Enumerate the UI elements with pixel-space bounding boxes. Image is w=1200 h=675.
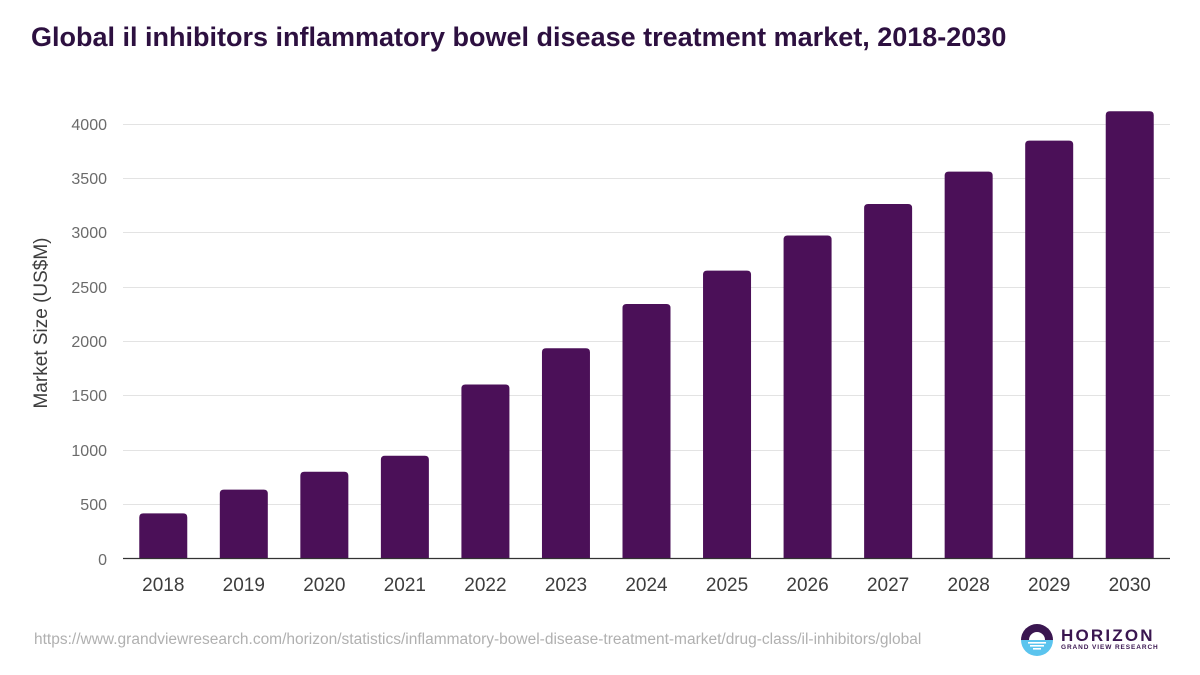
chart-title: Global il inhibitors inflammatory bowel … [31, 22, 1007, 52]
x-tick-label: 2023 [545, 575, 587, 596]
bar-2026[interactable] [783, 235, 832, 559]
bar-2023[interactable] [541, 348, 590, 559]
source-url[interactable]: https://www.grandviewresearch.com/horizo… [34, 631, 922, 648]
bars [139, 111, 1154, 559]
bar-2029[interactable] [1025, 140, 1074, 559]
y-tick-label: 500 [80, 497, 107, 514]
x-tick-label: 2028 [948, 575, 990, 596]
x-tick-label: 2021 [384, 575, 426, 596]
bar-2022[interactable] [461, 384, 510, 559]
bar-2021[interactable] [380, 455, 429, 559]
x-tick-label: 2027 [867, 575, 909, 596]
y-axis-ticks: 0 500 1000 1500 2000 2500 3000 3500 4000 [71, 117, 107, 569]
bar-2024[interactable] [622, 304, 671, 559]
x-axis-ticks: 2018 2019 2020 2021 2022 2023 2024 2025 2026 2027… [142, 575, 1151, 596]
horizon-logo[interactable]: HORIZON GRAND VIEW RESEARCH [1019, 622, 1159, 658]
logo-name: HORIZON [1061, 626, 1155, 645]
y-tick-label: 2500 [71, 280, 107, 297]
bar-2020[interactable] [300, 471, 349, 559]
bar-2019[interactable] [219, 489, 268, 559]
x-tick-label: 2029 [1028, 575, 1070, 596]
y-tick-label: 1000 [71, 443, 107, 460]
bar-2025[interactable] [703, 270, 752, 559]
bar-2027[interactable] [864, 203, 913, 559]
horizon-logo-icon [1021, 624, 1053, 656]
logo-subtitle: GRAND VIEW RESEARCH [1061, 644, 1159, 651]
bar-2028[interactable] [944, 171, 993, 559]
y-axis-label: Market Size (US$M) [31, 237, 52, 408]
x-tick-label: 2025 [706, 575, 748, 596]
y-tick-label: 2000 [71, 334, 107, 351]
x-tick-label: 2022 [464, 575, 506, 596]
x-tick-label: 2019 [223, 575, 265, 596]
y-tick-label: 1500 [71, 388, 107, 405]
x-tick-label: 2024 [625, 575, 668, 596]
bar-2030[interactable] [1105, 111, 1154, 559]
y-tick-label: 3000 [71, 225, 107, 242]
y-tick-label: 0 [98, 552, 107, 569]
bar-2018[interactable] [139, 513, 188, 559]
x-tick-label: 2018 [142, 575, 184, 596]
y-tick-label: 4000 [71, 117, 107, 134]
y-tick-label: 3500 [71, 171, 107, 188]
x-tick-label: 2026 [786, 575, 828, 596]
x-tick-label: 2020 [303, 575, 345, 596]
x-tick-label: 2030 [1109, 575, 1151, 596]
